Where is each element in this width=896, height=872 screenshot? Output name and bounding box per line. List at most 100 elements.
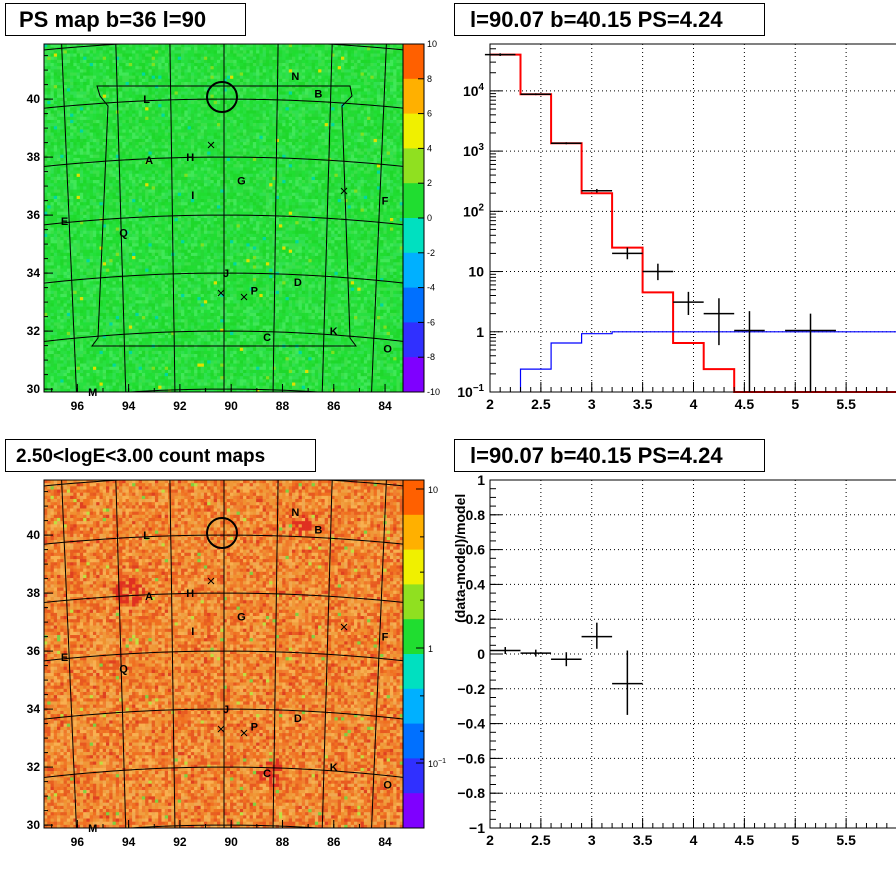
source-label-m: M: [88, 823, 97, 835]
source-label-q: Q: [119, 664, 128, 676]
y-tick-label: 0.8: [466, 507, 486, 523]
source-label-n: N: [291, 71, 299, 83]
colorbar-tick-label: -4: [427, 283, 435, 293]
source-label-l: L: [143, 94, 150, 106]
x-tick-label: 88: [276, 835, 290, 849]
source-cross: [207, 577, 215, 585]
source-label-b: B: [314, 88, 322, 100]
y-tick-label: 0.6: [466, 542, 486, 558]
x-tick-label: 3: [588, 396, 596, 412]
source-label-f: F: [382, 196, 389, 208]
spectrum-title: l=90.07 b=40.15 PS=4.24: [454, 3, 765, 36]
x-tick-label: 92: [173, 835, 187, 849]
data-point: [551, 142, 582, 145]
longitude-gridline: [272, 480, 279, 828]
longitude-gridline: [371, 480, 387, 828]
data-point: [520, 93, 552, 96]
data-point: [734, 311, 765, 392]
x-tick-label: 2: [486, 832, 494, 848]
x-tick-label: 2.5: [531, 832, 551, 848]
colorbar-tick-label: 2: [427, 178, 432, 188]
x-tick-label: 4: [690, 832, 698, 848]
y-tick-label: 30: [27, 818, 41, 832]
residual-point: [551, 652, 582, 667]
source-label-n: N: [291, 507, 299, 519]
background-model-step: [519, 331, 896, 392]
x-tick-label: 5.5: [836, 832, 856, 848]
source-label-g: G: [237, 175, 246, 187]
y-tick-label: −0.2: [457, 681, 485, 697]
colorbar-tick-label: 10−1: [428, 758, 446, 769]
source-label-a: A: [145, 155, 153, 167]
source-cross: [340, 623, 348, 631]
x-tick-label: 86: [327, 399, 341, 413]
colorbar-tick-label: 1: [428, 644, 433, 654]
x-tick-label: 4: [690, 396, 698, 412]
y-tick-label: 10−1: [457, 383, 484, 400]
longitude-gridline: [169, 44, 176, 392]
colorbar-tick-label: -6: [427, 317, 435, 327]
colorbar-tick-label: -8: [427, 352, 435, 362]
source-label-c: C: [263, 768, 271, 780]
y-tick-label: 10: [468, 264, 484, 280]
longitude-gridline: [115, 44, 127, 392]
x-tick-label: 5.5: [836, 396, 856, 412]
x-tick-label: 84: [378, 835, 392, 849]
source-cross: [240, 729, 248, 737]
source-label-f: F: [382, 632, 389, 644]
source-label-i: I: [191, 190, 194, 202]
source-label-a: A: [145, 591, 153, 603]
longitude-gridline: [272, 44, 279, 392]
residual-panel: 2 2.5 3 3.5 4 4.5 5 5.5 1 0.8 0.6 0.4 0.2 0 −0.2 −0.4 −0…: [452, 472, 896, 848]
roi-boundary: [91, 85, 357, 347]
x-tick-label: 4.5: [735, 832, 755, 848]
y-tick-label: 0: [477, 646, 485, 662]
x-tick-label: 3.5: [633, 832, 653, 848]
x-tick-label: 88: [276, 399, 290, 413]
source-label-p: P: [251, 722, 258, 734]
source-label-q: Q: [119, 228, 128, 240]
source-cross: [207, 141, 215, 149]
y-tick-label: 34: [27, 702, 41, 716]
y-tick-label: 40: [27, 528, 41, 542]
colorbar-tick-label: 10: [428, 485, 438, 495]
y-tick-label: 32: [27, 760, 41, 774]
source-label-h: H: [186, 588, 194, 600]
residual-point: [520, 649, 552, 657]
latitude-gridline: [44, 44, 403, 51]
longitude-gridline: [321, 44, 333, 392]
source-label-o: O: [383, 344, 392, 356]
source-circle: [206, 81, 238, 113]
y-tick-label: 1: [477, 472, 485, 488]
y-tick-label: 102: [463, 202, 485, 219]
source-label-m: M: [88, 387, 97, 399]
colorbar-tick-label: -10: [427, 387, 440, 397]
x-tick-label: 4.5: [735, 396, 755, 412]
source-label-j: J: [223, 704, 229, 716]
x-tick-label: 2: [486, 396, 494, 412]
x-tick-label: 90: [225, 835, 239, 849]
y-tick-label: 0.2: [466, 611, 486, 627]
data-point: [703, 298, 735, 346]
count-map-title: 2.50<logE<3.00 count maps: [5, 439, 316, 472]
source-label-k: K: [330, 762, 338, 774]
y-tick-label: 36: [27, 208, 41, 222]
source-label-e: E: [61, 652, 68, 664]
source-label-o: O: [383, 780, 392, 792]
y-tick-label: 104: [463, 82, 485, 99]
x-tick-label: 3: [588, 832, 596, 848]
data-point: [612, 247, 643, 260]
count-map-panel: N B L A H G I F E Q J D P K C O M 10 1 10−1 96 94 92 90 88 86 84…: [27, 479, 446, 849]
source-label-k: K: [330, 326, 338, 338]
source-label-l: L: [143, 530, 150, 542]
source-cross: [340, 187, 348, 195]
total-model-step: [490, 53, 896, 393]
source-label-e: E: [61, 216, 68, 228]
source-circle: [206, 517, 238, 549]
colorbar-tick-label: 4: [427, 143, 432, 153]
source-label-d: D: [294, 713, 302, 725]
source-cross: [217, 725, 225, 733]
y-tick-label: 0.4: [466, 576, 486, 592]
